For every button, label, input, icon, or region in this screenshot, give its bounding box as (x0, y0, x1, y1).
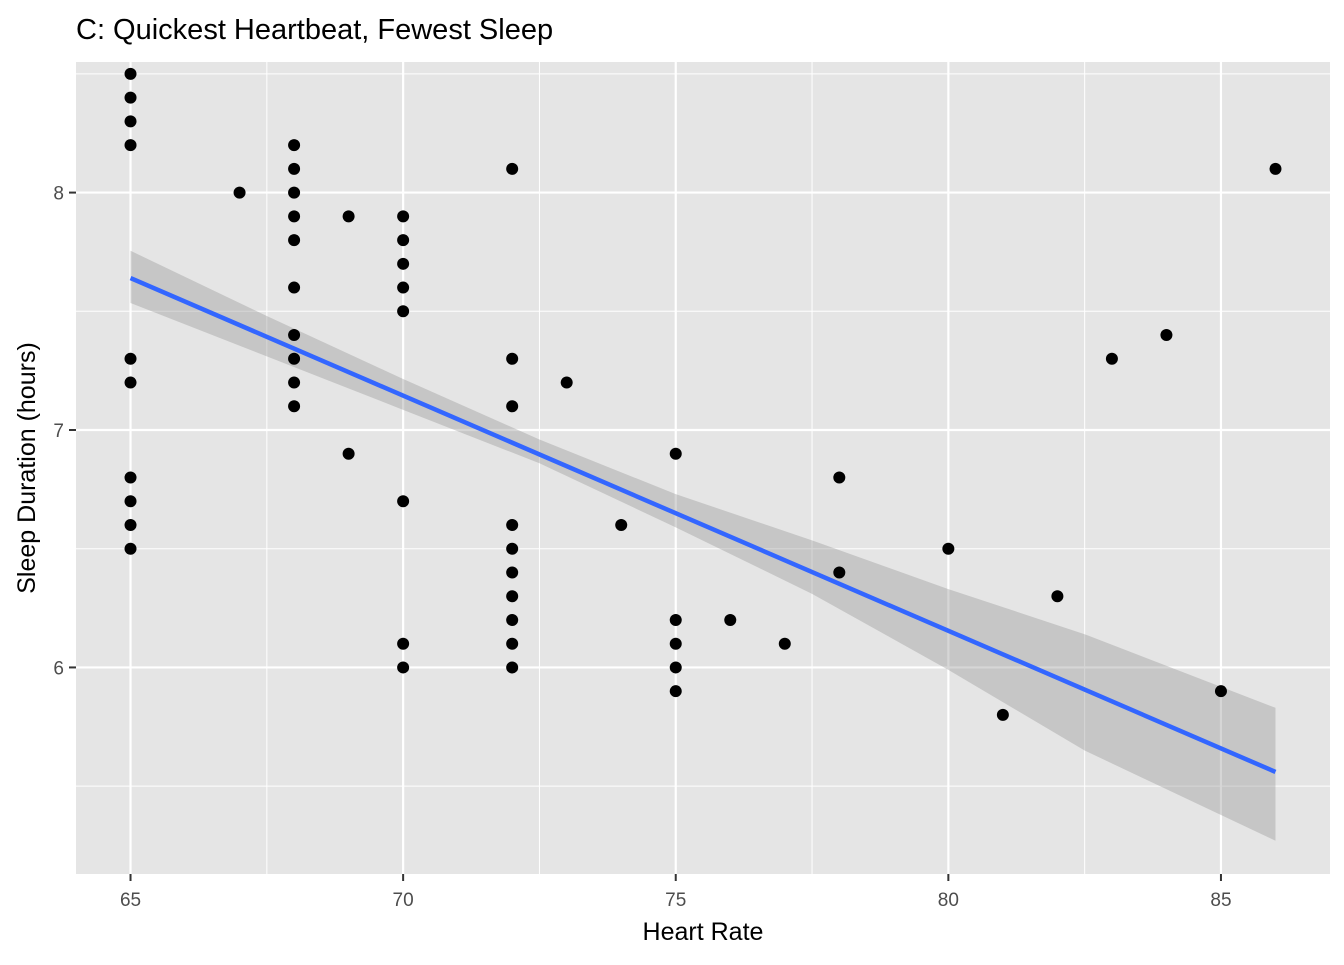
confidence-band (130, 250, 1276, 841)
y-tick-label: 6 (53, 658, 64, 679)
x-tick-label: 75 (665, 890, 686, 911)
data-point (397, 210, 410, 223)
data-point (288, 400, 301, 413)
data-point (397, 495, 410, 508)
data-point (1051, 590, 1064, 603)
data-point (342, 210, 355, 223)
data-point (288, 329, 301, 342)
data-point (124, 115, 137, 128)
data-point (506, 162, 519, 175)
x-tick-label: 85 (1210, 890, 1231, 911)
data-point (124, 471, 137, 484)
data-point (778, 637, 791, 650)
data-point (288, 376, 301, 389)
data-point (1214, 685, 1227, 698)
fit-line-layer (129, 275, 1277, 774)
data-point (506, 566, 519, 579)
data-point (233, 186, 246, 199)
data-point (124, 91, 137, 104)
data-point (942, 542, 955, 555)
data-point (560, 376, 573, 389)
data-point (724, 613, 737, 626)
regression-line (129, 275, 1277, 774)
data-point (124, 495, 137, 508)
y-tick-label: 7 (53, 421, 64, 442)
data-point (288, 162, 301, 175)
data-point (124, 352, 137, 365)
data-point (669, 661, 682, 674)
data-point (506, 613, 519, 626)
data-point (506, 518, 519, 531)
data-point (669, 637, 682, 650)
chart-title: C: Quickest Heartbeat, Fewest Sleep (76, 14, 553, 46)
x-tick-label: 70 (393, 890, 414, 911)
data-point (124, 67, 137, 80)
data-point (288, 139, 301, 152)
data-point (288, 186, 301, 199)
data-point (342, 447, 355, 460)
minor-gridlines (76, 62, 1330, 874)
x-tick-label: 80 (938, 890, 959, 911)
y-axis-ticks: 6 7 8 (53, 184, 76, 679)
data-point (397, 234, 410, 247)
y-tick-label: 8 (53, 184, 64, 205)
data-point (288, 210, 301, 223)
data-point (1105, 352, 1118, 365)
data-points-layer (124, 67, 1282, 721)
data-point (506, 542, 519, 555)
data-point (1160, 329, 1173, 342)
data-point (397, 637, 410, 650)
data-point (833, 471, 846, 484)
data-point (833, 566, 846, 579)
data-point (669, 685, 682, 698)
y-axis-label: Sleep Duration (hours) (13, 342, 41, 594)
data-point (124, 542, 137, 555)
data-point (288, 234, 301, 247)
x-axis-ticks: 65 70 75 80 85 (120, 874, 1232, 911)
data-point (1269, 162, 1282, 175)
data-point (615, 518, 628, 531)
data-point (397, 257, 410, 270)
data-point (124, 139, 137, 152)
data-point (669, 613, 682, 626)
data-point (669, 447, 682, 460)
major-gridlines (76, 62, 1330, 874)
data-point (288, 352, 301, 365)
data-point (124, 518, 137, 531)
data-point (506, 661, 519, 674)
data-point (996, 708, 1009, 721)
data-point (506, 637, 519, 650)
data-point (506, 400, 519, 413)
data-point (397, 305, 410, 318)
data-point (397, 281, 410, 294)
x-axis-label: Heart Rate (643, 918, 764, 946)
data-point (124, 376, 137, 389)
data-point (506, 590, 519, 603)
data-point (288, 281, 301, 294)
x-tick-label: 65 (120, 890, 141, 911)
confidence-band-layer (130, 250, 1276, 841)
data-point (397, 661, 410, 674)
data-point (506, 352, 519, 365)
plot-panel (76, 62, 1330, 874)
